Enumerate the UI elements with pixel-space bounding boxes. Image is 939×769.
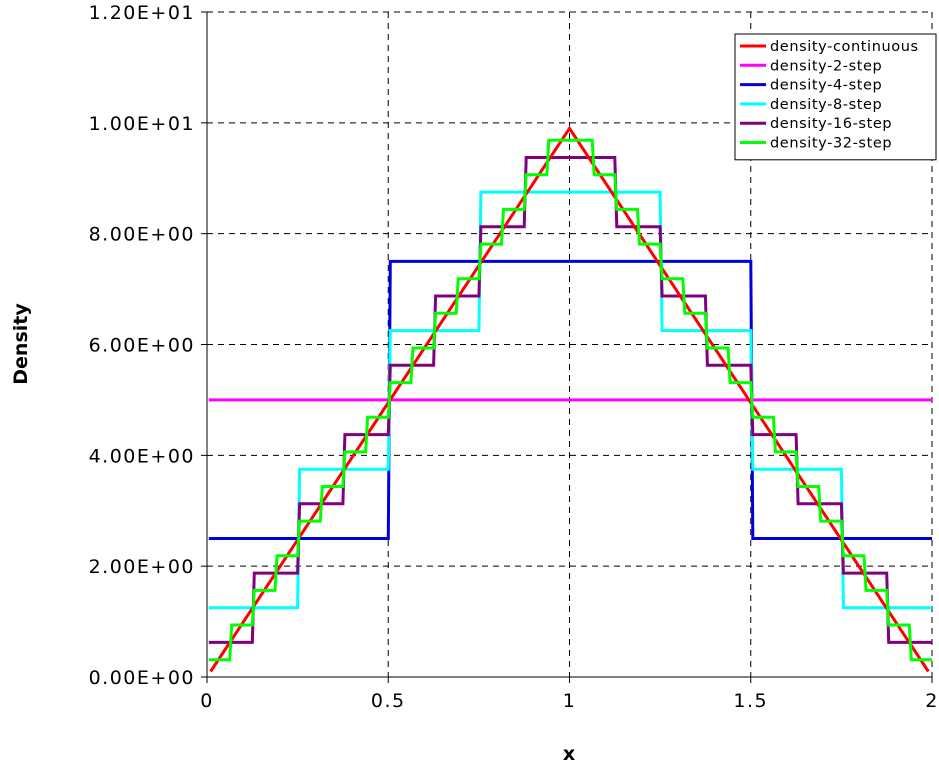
y-axis-title: Density [10, 303, 32, 385]
series-line-density-continuous [209, 125, 930, 673]
x-tick-label: 1 [563, 690, 577, 712]
x-tick-label: 1.5 [733, 690, 768, 712]
legend-label: density-32-step [770, 136, 892, 152]
y-tick-label: 6.00E+00 [89, 335, 195, 357]
x-tick-label: 2 [925, 690, 939, 712]
tick-labels: 0.00E+00 2.00E+00 4.00E+00 6.00E+00 8.00E+00… [89, 2, 939, 712]
y-tick-label: 8.00E+00 [89, 224, 195, 246]
series-line-density-4-step [208, 259, 932, 540]
x-tick-label: 0.5 [371, 690, 406, 712]
legend-label: density-16-step [770, 116, 892, 132]
legend-label: density-continuous [770, 39, 919, 55]
axes [201, 11, 933, 683]
legend-label: density-2-step [770, 58, 882, 74]
y-tick-label: 1.20E+01 [89, 2, 195, 24]
legend-label: density-4-step [770, 78, 882, 94]
y-tick-label: 4.00E+00 [89, 445, 195, 467]
y-tick-label: 1.00E+01 [89, 113, 195, 135]
series-line-density-32-step [208, 138, 932, 662]
x-axis-title: x [563, 743, 575, 765]
legend-label: density-8-step [770, 97, 882, 113]
legend: density-continuous density-2-step density-… [734, 33, 937, 161]
legend-box [734, 33, 937, 161]
y-tick-label: 0.00E+00 [89, 667, 195, 689]
x-tick-label: 0 [200, 690, 214, 712]
y-tick-label: 2.00E+00 [89, 556, 195, 578]
series-lines [208, 125, 932, 673]
series-line-density-16-step [208, 156, 932, 644]
